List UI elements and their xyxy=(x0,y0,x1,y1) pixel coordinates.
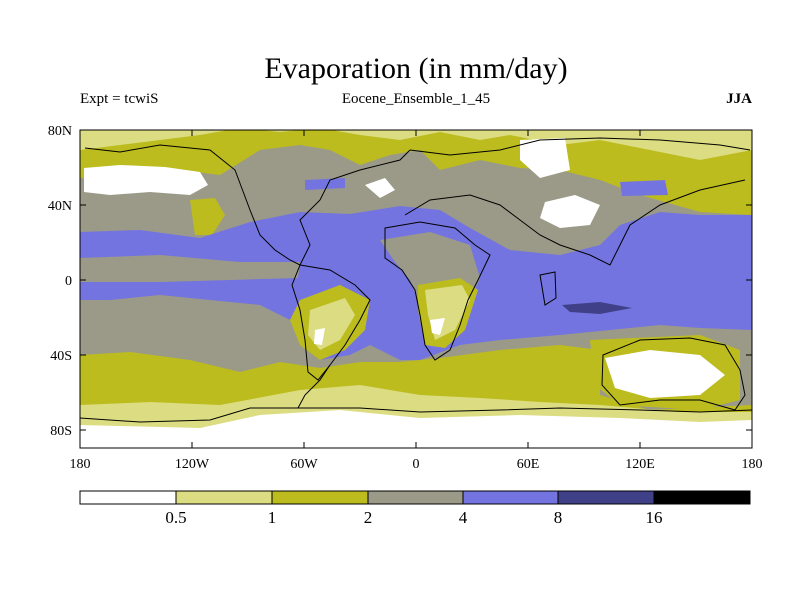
coast-eurasia xyxy=(404,179,746,266)
legend-swatch xyxy=(558,491,654,504)
coast-australia xyxy=(601,337,746,411)
lat-tick-label: 0 xyxy=(65,274,72,289)
field-white-siberia xyxy=(520,138,570,178)
legend-swatch xyxy=(80,491,176,504)
field-white-africa-s xyxy=(430,318,445,335)
lat-tick-labels: 80N 40N 0 40S 80S xyxy=(48,124,72,439)
legend-swatch xyxy=(368,491,463,504)
legend-swatch xyxy=(463,491,558,504)
legend-label: 2 xyxy=(364,508,373,527)
lat-tick-label: 40S xyxy=(50,349,72,364)
field-olive-north xyxy=(80,130,752,215)
field-blue-arctic-b xyxy=(620,180,668,196)
legend-swatch xyxy=(654,491,750,504)
lon-tick-label: 180 xyxy=(70,457,91,472)
field-gray-pacific xyxy=(80,255,300,282)
lon-tick-label: 60W xyxy=(290,457,318,472)
field-white-europe xyxy=(365,178,395,198)
legend-swatch xyxy=(176,491,272,504)
season-label: JJA xyxy=(726,91,752,107)
field-navy-indian xyxy=(562,302,632,314)
lon-tick-label: 60E xyxy=(517,457,540,472)
map-title: Evaporation (in mm/day) xyxy=(264,52,568,85)
lon-tick-label: 120E xyxy=(625,457,655,472)
coast-africa xyxy=(384,221,491,361)
lat-ticks xyxy=(80,129,752,431)
coast-north-america xyxy=(84,144,411,266)
field-white-antarctica xyxy=(80,410,752,448)
experiment-label: Expt = tcwiS xyxy=(80,91,159,107)
legend-label: 1 xyxy=(268,508,277,527)
field-olive-n-america xyxy=(190,198,225,235)
coast-eurasia-north xyxy=(409,137,751,156)
lat-tick-label: 80N xyxy=(48,124,72,139)
lat-tick-label: 40N xyxy=(48,199,72,214)
legend-label: 0.5 xyxy=(165,508,186,527)
legend-swatch xyxy=(272,491,368,504)
lon-tick-label: 0 xyxy=(413,457,420,472)
legend-label: 8 xyxy=(554,508,563,527)
field-white-s-america xyxy=(314,328,325,345)
lon-tick-label: 180 xyxy=(742,457,763,472)
run-label: Eocene_Ensemble_1_45 xyxy=(341,91,491,107)
coast-madagascar xyxy=(539,271,557,306)
coast-antarctic-peninsula xyxy=(297,364,331,409)
lat-tick-label: 80S xyxy=(50,424,72,439)
coastlines xyxy=(80,137,752,423)
evaporation-field xyxy=(80,110,752,448)
field-blue-arctic-a xyxy=(305,178,345,190)
legend-label: 16 xyxy=(646,508,663,527)
coast-antarctica xyxy=(80,407,752,423)
lon-ticks xyxy=(79,130,753,448)
field-pale-north xyxy=(80,130,752,160)
legend-label: 4 xyxy=(459,508,468,527)
field-white-australia xyxy=(605,350,725,398)
lon-tick-label: 120W xyxy=(175,457,210,472)
legend-labels: 0.5 1 2 4 8 16 xyxy=(165,508,662,527)
legend-bar xyxy=(79,490,751,505)
lon-tick-labels: 180 120W 60W 0 60E 120E 180 xyxy=(70,457,763,472)
field-white-north xyxy=(80,110,752,128)
field-white-n-america xyxy=(84,165,208,195)
field-white-asia xyxy=(540,195,600,228)
